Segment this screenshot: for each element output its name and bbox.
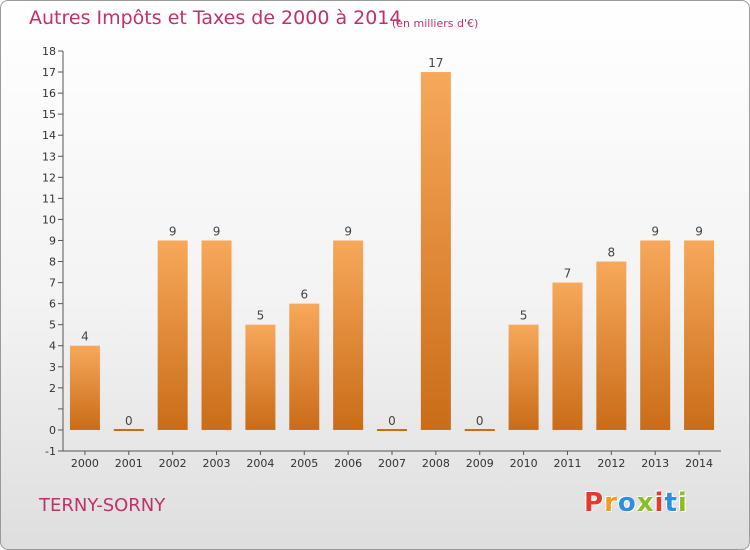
y-tick-label: 13: [42, 150, 56, 163]
y-tick-label: 5: [49, 319, 56, 332]
logo-letter: x: [636, 488, 655, 518]
axes: -1 0 2 3 4 5 6 7 8 9 10 11 12 13 14 15 16 17 18 2000 2001 200…: [42, 45, 721, 470]
bar: [69, 345, 100, 430]
logo-letter: r: [604, 488, 618, 518]
logo-letter: P: [584, 488, 605, 518]
y-tick-label: 8: [49, 256, 56, 269]
data-label: 9: [344, 224, 352, 238]
x-tick-label: 2001: [115, 457, 143, 470]
logo-letter: t: [664, 488, 678, 518]
y-tick-label: 11: [42, 192, 56, 205]
y-tick-label: 12: [42, 171, 56, 184]
data-label: 9: [651, 224, 659, 238]
x-tick-label: 2013: [641, 457, 669, 470]
logo-letter: o: [617, 488, 637, 518]
data-label: 6: [300, 288, 308, 302]
data-label: 17: [428, 56, 443, 70]
data-label: 5: [520, 309, 528, 323]
y-tick-label: 15: [42, 108, 56, 121]
bar: [245, 324, 276, 430]
y-tick-label: 10: [42, 213, 56, 226]
x-tick-label: 2005: [290, 457, 318, 470]
data-labels: 4 0 9 9 5 6 9 0 17 0 5 7 8 9 9: [81, 56, 703, 428]
data-label: 9: [169, 224, 177, 238]
y-tick-label: 18: [42, 45, 56, 58]
data-label: 0: [388, 414, 396, 428]
x-tick-label: 2003: [203, 457, 231, 470]
y-tick-label: 6: [49, 298, 56, 311]
chart-unit: (en milliers d'€): [392, 17, 479, 30]
x-tick-label: 2012: [597, 457, 625, 470]
x-tick-label: 2007: [378, 457, 406, 470]
x-tick-label: 2004: [246, 457, 274, 470]
x-tick-label: 2009: [466, 457, 494, 470]
logo-letter: i: [654, 488, 665, 518]
data-label: 8: [608, 246, 616, 260]
bar: [157, 240, 188, 430]
bar: [508, 324, 539, 430]
y-tick-label: 14: [42, 129, 56, 142]
bar: [333, 240, 364, 430]
bar: [552, 282, 583, 430]
logo-letter: i: [677, 488, 688, 518]
data-label: 7: [564, 267, 572, 281]
data-label: 4: [81, 330, 89, 344]
y-tick-label: 2: [49, 382, 56, 395]
x-tick-label: 2010: [510, 457, 538, 470]
y-tick-label: 7: [49, 277, 56, 290]
bar: [420, 72, 451, 430]
bars: [69, 72, 715, 431]
chart-title: Autres Impôts et Taxes de 2000 à 2014: [29, 7, 402, 29]
x-tick-label: 2008: [422, 457, 450, 470]
bar: [201, 240, 232, 430]
proxiti-logo: Proxiti: [584, 488, 688, 518]
x-tick-label: 2000: [71, 457, 99, 470]
bar: [596, 261, 627, 430]
y-tick-label: 16: [42, 87, 56, 100]
y-tick-label: -1: [45, 445, 56, 458]
data-label: 9: [695, 224, 703, 238]
x-tick-label: 2006: [334, 457, 362, 470]
y-tick-label: 9: [49, 234, 56, 247]
data-label: 9: [213, 224, 221, 238]
data-label: 0: [125, 414, 133, 428]
x-tick-label: 2011: [553, 457, 581, 470]
x-tick-label: 2014: [685, 457, 713, 470]
data-label: 5: [257, 309, 265, 323]
data-label: 0: [476, 414, 484, 428]
bar: [640, 240, 671, 430]
y-tick-label: 0: [49, 424, 56, 437]
y-tick-label: 4: [49, 340, 56, 353]
x-tick-label: 2002: [159, 457, 187, 470]
bar: [684, 240, 715, 430]
bar: [289, 303, 320, 430]
y-tick-label: 3: [49, 361, 56, 374]
commune-name: TERNY-SORNY: [39, 495, 166, 516]
y-tick-label: 17: [42, 66, 56, 79]
